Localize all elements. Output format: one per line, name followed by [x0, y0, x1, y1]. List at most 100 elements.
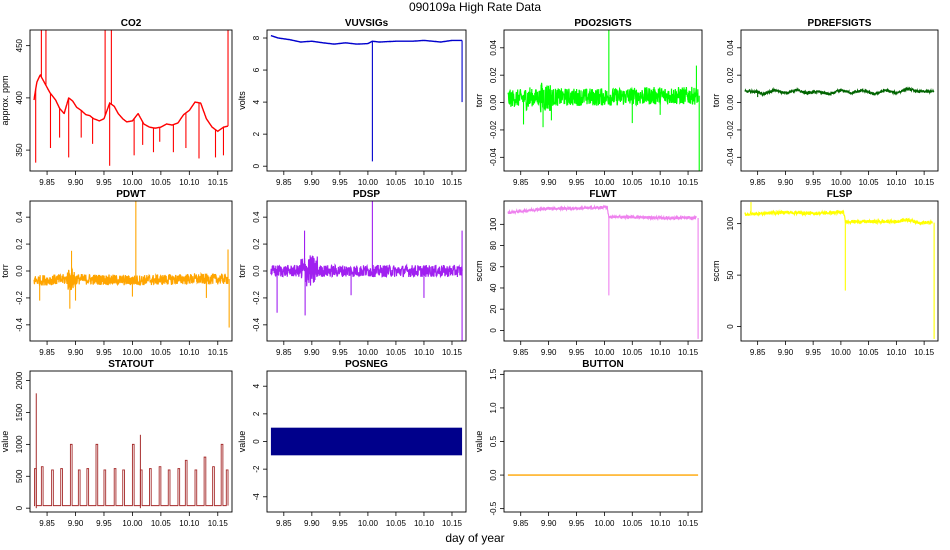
panel-title: POSNEG	[345, 359, 388, 370]
panels: CO2 approx. ppm 9.85 9.90 9.95 10.00 10.05 10.1…	[0, 18, 939, 528]
x-tick-label: 10.10	[414, 348, 435, 357]
panel-title: PDREFSIGTS	[808, 18, 872, 29]
y-tick-label: 0.00	[726, 94, 735, 110]
x-tick-label: 10.00	[831, 348, 852, 357]
x-tick-label: 9.85	[513, 519, 529, 528]
panel-title: STATOUT	[108, 359, 154, 370]
panel-title: PDO2SIGTS	[574, 18, 632, 29]
panel-title: PDWT	[116, 189, 145, 200]
x-tick-label: 9.95	[332, 178, 348, 187]
x-tick-label: 9.95	[332, 348, 348, 357]
plot-area	[744, 202, 935, 339]
y-axis-label: torr	[474, 94, 484, 108]
y-tick-label: 60	[489, 262, 498, 271]
panel-pdsp: PDSP torr 9.85 9.90 9.95 10.00 10.05 10.10 10.15…	[237, 189, 467, 357]
x-tick-label: 10.15	[208, 348, 229, 357]
x-tick-label: 10.10	[650, 178, 671, 187]
y-tick-label: 0	[252, 163, 261, 168]
x-tick-label: 9.95	[332, 519, 348, 528]
x-tick-label: 10.15	[208, 178, 229, 187]
x-tick-label: 9.85	[513, 178, 529, 187]
x-tick-label: 10.10	[414, 519, 435, 528]
x-tick-label: 9.90	[541, 519, 557, 528]
panel-pdrefsigts: PDREFSIGTS torr 9.85 9.90 9.95 10.00 10.05 10.1…	[711, 18, 939, 187]
plot-area	[507, 204, 699, 339]
x-tick-label: 9.85	[39, 348, 55, 357]
x-tick-label: 10.10	[179, 519, 200, 528]
panel-frame	[266, 370, 467, 513]
y-axis-label: value	[0, 431, 10, 453]
x-tick-label: 9.95	[96, 178, 112, 187]
plot-area	[33, 30, 229, 166]
panel-button: BUTTON value 9.85 9.90 9.95 10.00 10.05 10.10 10…	[474, 359, 703, 528]
y-tick-label: 0.04	[489, 39, 498, 55]
y-tick-label: 2	[252, 131, 261, 136]
x-tick-label: 10.00	[122, 348, 143, 357]
panel-pdwt: PDWT torr 9.85 9.90 9.95 10.00 10.05 10.10 10.15…	[0, 189, 233, 357]
y-axis-label: sccm	[474, 261, 484, 282]
y-tick-label: 50	[726, 270, 735, 279]
y-tick-label: 1000	[15, 435, 24, 453]
panel-statout: STATOUT value 9.85 9.90 9.95 10.00 10.05 10.10 1…	[0, 359, 233, 528]
x-tick-label: 10.15	[678, 348, 699, 357]
plot-area	[270, 34, 463, 162]
panel-frame	[503, 370, 703, 513]
y-tick-label: 0	[15, 505, 24, 510]
x-tick-label: 9.85	[276, 519, 292, 528]
panel-frame	[503, 29, 703, 172]
panel-frame	[29, 370, 233, 513]
y-axis-label: torr	[237, 264, 247, 278]
y-axis-label: torr	[0, 264, 10, 278]
x-tick-label: 9.85	[276, 178, 292, 187]
series-flwt	[507, 204, 697, 222]
panel-frame	[503, 200, 703, 342]
y-tick-label: 500	[15, 469, 24, 483]
y-tick-label: 0.02	[726, 67, 735, 83]
x-tick-label: 10.05	[622, 519, 643, 528]
y-tick-label: 1500	[15, 403, 24, 421]
x-tick-label: 10.10	[179, 348, 200, 357]
series-flsp	[744, 209, 933, 226]
x-tick-label: 9.95	[805, 178, 821, 187]
x-tick-label: 10.10	[650, 519, 671, 528]
x-tick-label: 10.05	[622, 178, 643, 187]
x-tick-label: 10.05	[151, 348, 172, 357]
x-tick-label: 9.95	[96, 519, 112, 528]
panel-title: VUVSIGs	[345, 18, 389, 29]
y-tick-label: 400	[15, 91, 24, 105]
panel-co2: CO2 approx. ppm 9.85 9.90 9.95 10.00 10.05 10.1…	[0, 18, 233, 187]
y-tick-label: 100	[726, 216, 735, 230]
x-tick-label: 10.00	[358, 178, 379, 187]
x-tick-label: 9.85	[513, 348, 529, 357]
x-tick-label: 10.00	[358, 348, 379, 357]
y-tick-label: -0.02	[489, 120, 498, 139]
x-tick-label: 10.15	[442, 519, 463, 528]
x-tick-label: 9.85	[276, 348, 292, 357]
series-vuvsigs	[270, 34, 463, 45]
panel-title: BUTTON	[582, 359, 623, 370]
plot-area	[33, 201, 230, 328]
x-tick-label: 10.10	[886, 348, 907, 357]
y-tick-label: 0.0	[15, 265, 24, 277]
y-tick-label: -2	[252, 465, 261, 473]
y-tick-label: 20	[489, 304, 498, 313]
x-tick-label: 10.15	[914, 348, 935, 357]
y-axis-label: value	[474, 431, 484, 453]
x-tick-label: 9.95	[569, 519, 585, 528]
y-tick-label: -4	[252, 493, 261, 501]
y-tick-label: 100	[489, 217, 498, 231]
y-tick-label: 0.2	[252, 238, 261, 250]
panel-posneg: POSNEG value 9.85 9.90 9.95 10.00 10.05 10.10 10…	[237, 359, 467, 528]
posneg-band	[270, 427, 463, 456]
plot-area	[270, 427, 463, 456]
panel-frame	[266, 200, 467, 342]
x-tick-label: 10.00	[831, 178, 852, 187]
y-tick-label: 4	[252, 383, 261, 388]
x-tick-label: 10.00	[122, 519, 143, 528]
x-tick-label: 9.95	[805, 348, 821, 357]
x-tick-label: 9.90	[68, 178, 84, 187]
y-axis-label: sccm	[711, 261, 721, 282]
panel-vuvsigs: VUVSIGs volts 9.85 9.90 9.95 10.00 10.05 10.10 1…	[237, 18, 467, 187]
series-pdwt	[33, 267, 229, 291]
